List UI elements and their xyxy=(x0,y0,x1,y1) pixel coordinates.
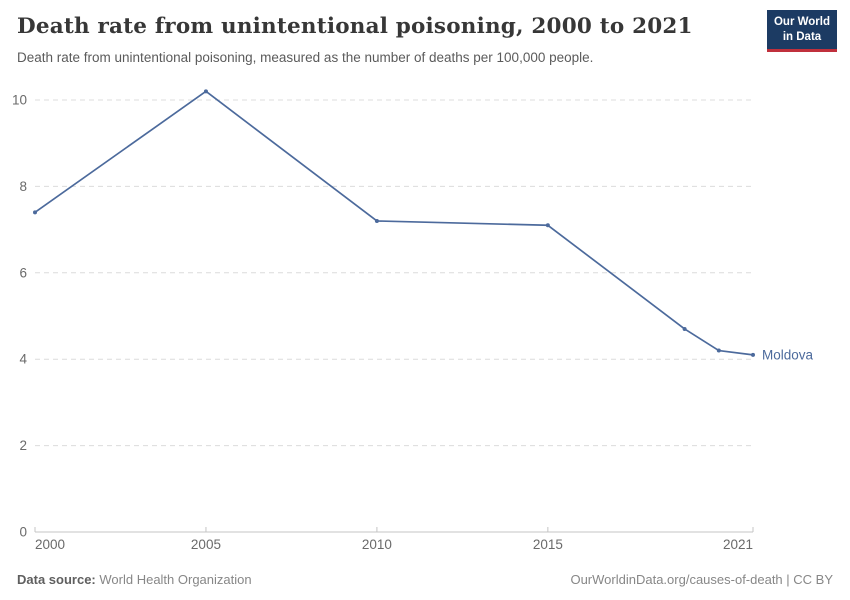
chart-header: Death rate from unintentional poisoning,… xyxy=(17,14,750,65)
data-point-moldova-2021[interactable] xyxy=(751,352,755,357)
data-point-moldova-2000[interactable] xyxy=(33,210,37,215)
owid-logo[interactable]: Our World in Data xyxy=(767,10,837,52)
credit-link[interactable]: OurWorldinData.org/causes-of-death | CC … xyxy=(570,572,833,587)
data-point-moldova-2005[interactable] xyxy=(203,89,208,94)
line-chart-canvas: 0 2 4 6 8 10 2000 2005 2010 2015 2021 Moldova xyxy=(12,89,814,552)
y-tick-label-10: 10 xyxy=(12,93,27,108)
data-source-value: World Health Organization xyxy=(99,572,252,587)
logo-line2: in Data xyxy=(782,30,822,43)
y-tick-label-4: 4 xyxy=(19,352,27,367)
data-point-moldova-2019[interactable] xyxy=(682,326,687,331)
x-tick-label-2000: 2000 xyxy=(35,537,65,552)
data-point-moldova-2010[interactable] xyxy=(374,218,379,223)
data-source-label: Data source: xyxy=(17,572,96,587)
y-tick-label-2: 2 xyxy=(19,438,27,453)
series-label-moldova[interactable]: Moldova xyxy=(762,347,814,362)
x-tick-label-2021: 2021 xyxy=(723,537,753,552)
logo-line1: Our World xyxy=(773,16,830,28)
data-source: Data source: World Health Organization xyxy=(17,572,252,587)
y-tick-label-0: 0 xyxy=(19,525,27,540)
data-point-moldova-2015[interactable] xyxy=(545,223,550,228)
x-tick-label-2005: 2005 xyxy=(191,537,221,552)
y-tick-label-8: 8 xyxy=(19,179,27,194)
x-tick-label-2015: 2015 xyxy=(533,537,563,552)
data-point-moldova-2020[interactable] xyxy=(716,348,721,353)
y-tick-label-6: 6 xyxy=(19,265,27,280)
series-line-moldova[interactable] xyxy=(34,90,754,356)
x-tick-label-2010: 2010 xyxy=(362,537,392,552)
chart-footer: Data source: World Health Organization O… xyxy=(17,572,833,587)
chart-title: Death rate from unintentional poisoning,… xyxy=(17,14,693,39)
chart-subtitle: Death rate from unintentional poisoning,… xyxy=(17,50,594,65)
